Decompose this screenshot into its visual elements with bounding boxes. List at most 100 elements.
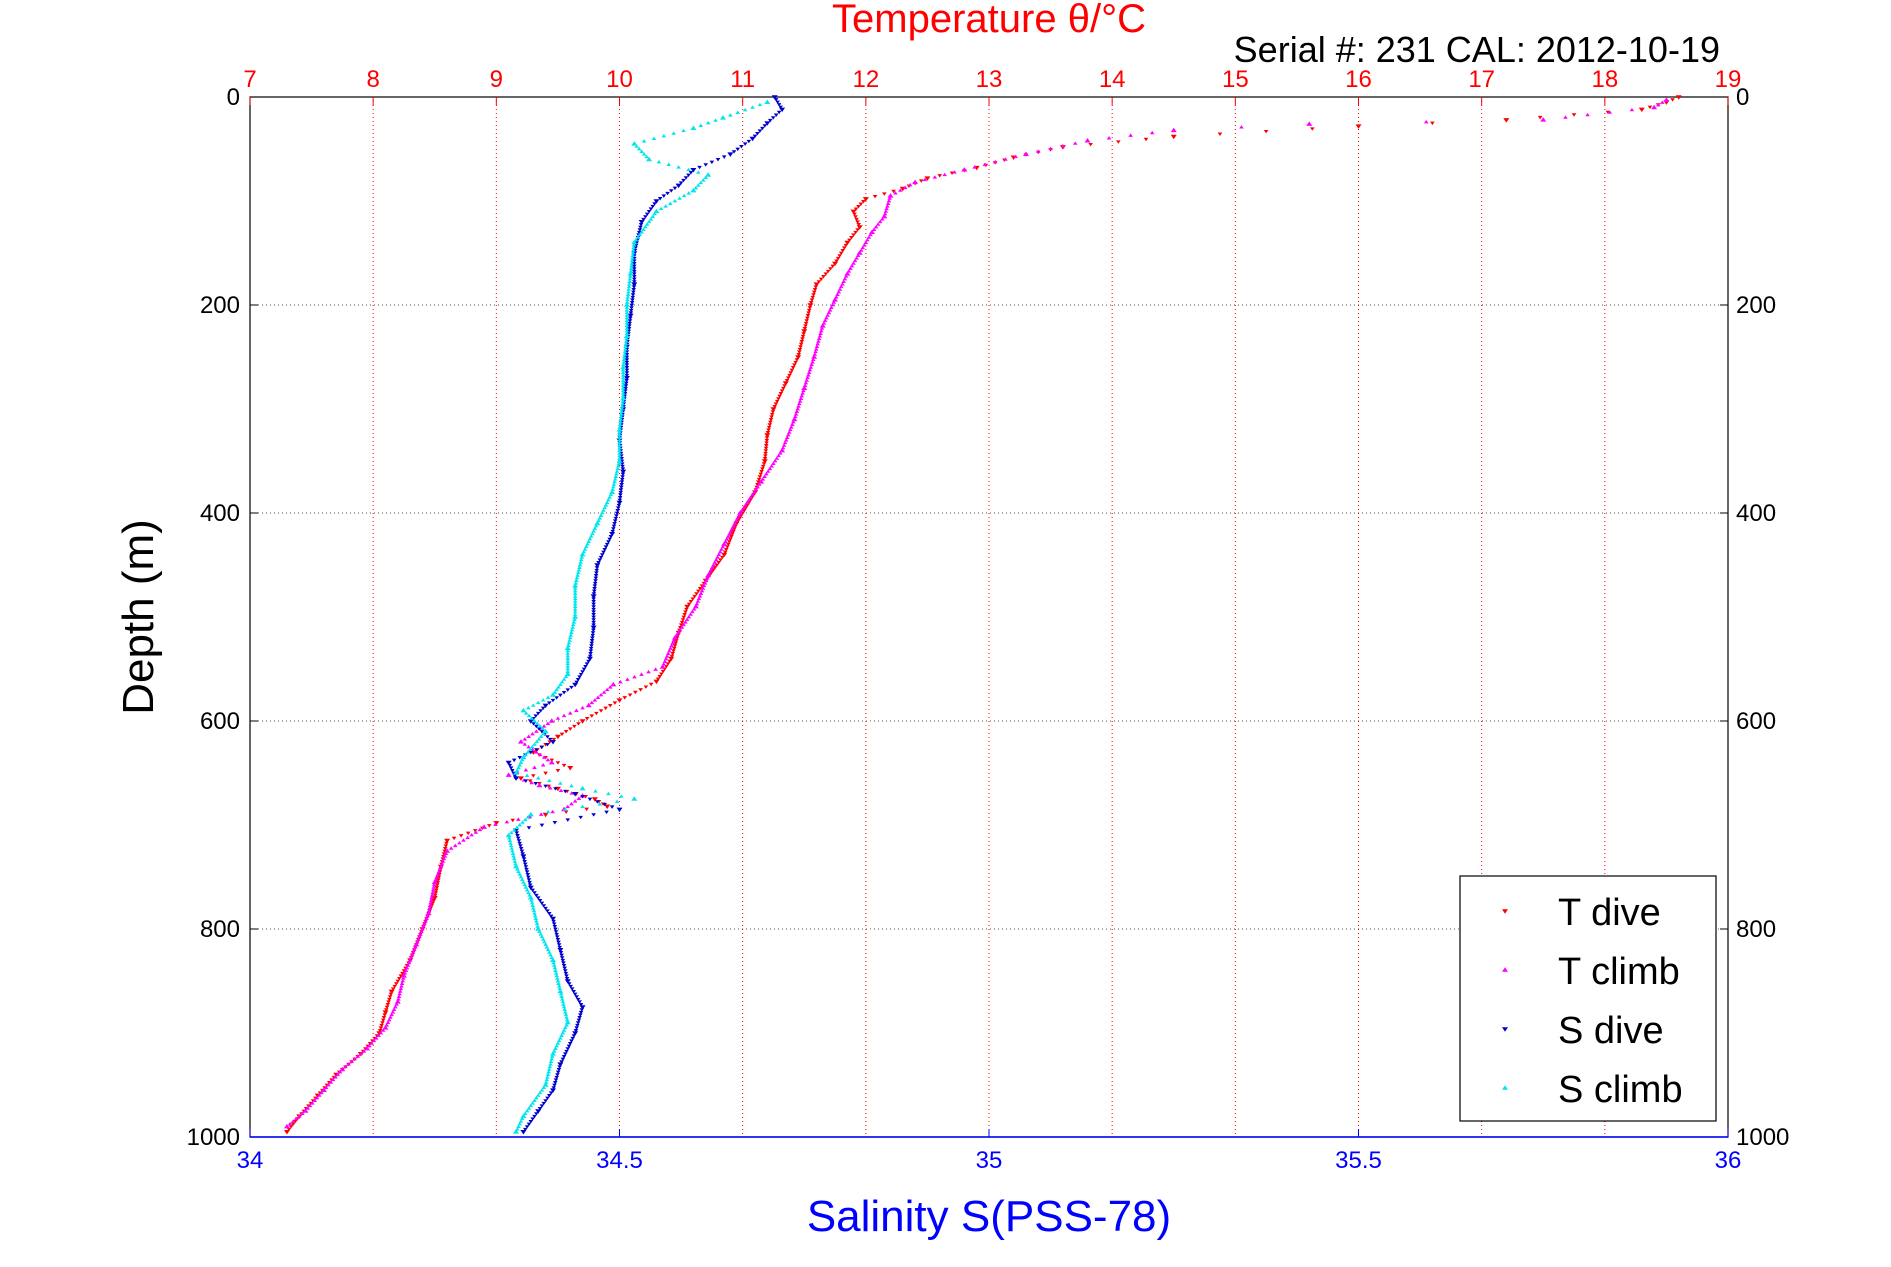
data-point (668, 189, 674, 193)
data-point (625, 677, 630, 681)
data-point (553, 927, 558, 932)
temperature-tick-label: 18 (1591, 66, 1618, 93)
data-point (696, 170, 701, 174)
data-point (551, 1086, 557, 1090)
data-point (840, 249, 846, 253)
data-point (530, 888, 535, 893)
data-point (841, 279, 846, 283)
data-point (572, 614, 579, 619)
data-point (558, 693, 563, 698)
salinity-tick-label: 36 (1715, 1147, 1742, 1174)
data-point (732, 521, 738, 525)
data-point (796, 404, 801, 408)
data-point (518, 760, 524, 764)
data-point (810, 295, 816, 300)
data-point (803, 380, 809, 385)
data-point (696, 183, 701, 187)
data-point (481, 824, 488, 829)
data-point (546, 784, 551, 789)
data-point (918, 179, 924, 183)
data-point (633, 690, 638, 695)
data-point (693, 185, 699, 190)
data-point (624, 305, 630, 309)
data-point (804, 378, 810, 382)
data-point (858, 202, 864, 206)
data-point (697, 165, 702, 170)
data-point (520, 820, 525, 824)
data-point (626, 284, 632, 289)
data-point (623, 333, 630, 338)
data-point (591, 607, 596, 612)
data-point (728, 113, 733, 117)
data-point (549, 740, 556, 745)
data-point (526, 705, 531, 710)
data-point (546, 1094, 552, 1098)
data-point (594, 563, 601, 568)
data-point (690, 168, 697, 173)
data-point (548, 718, 555, 723)
data-point (624, 310, 630, 315)
data-point (507, 838, 513, 842)
data-point (609, 532, 616, 537)
data-point (682, 613, 687, 617)
data-point (579, 551, 586, 557)
data-point (686, 614, 692, 619)
data-point (523, 711, 529, 715)
data-point (545, 1072, 551, 1076)
data-point (961, 167, 968, 172)
legend-label: T climb (1558, 951, 1680, 993)
data-point (771, 461, 776, 465)
data-point (591, 610, 596, 614)
data-point (561, 691, 567, 695)
data-point (786, 430, 792, 434)
data-point (524, 867, 529, 872)
data-point (641, 217, 646, 222)
data-point (549, 916, 556, 922)
data-point (844, 240, 851, 246)
data-point (396, 994, 402, 998)
data-point (580, 670, 585, 674)
data-point (390, 987, 396, 991)
data-point (473, 830, 479, 834)
data-point (1503, 118, 1510, 123)
data-point (631, 272, 637, 276)
data-point (767, 118, 773, 123)
data-point (748, 495, 753, 499)
data-point (565, 688, 571, 692)
data-point (513, 1129, 520, 1134)
data-point (669, 643, 674, 648)
data-point (606, 540, 611, 544)
data-point (573, 1029, 579, 1033)
data-point (760, 477, 766, 481)
data-point (627, 279, 632, 283)
data-point (516, 1124, 521, 1128)
data-point (799, 340, 805, 344)
data-point (716, 552, 722, 556)
data-point (525, 815, 531, 819)
data-point (526, 734, 531, 738)
data-point (343, 1064, 348, 1069)
data-point (572, 607, 578, 611)
data-point (635, 235, 641, 239)
data-point (572, 596, 578, 601)
data-point (538, 709, 543, 713)
data-point (749, 136, 756, 142)
data-point (388, 1015, 393, 1019)
data-point (528, 1103, 534, 1108)
data-point (631, 245, 636, 250)
data-point (465, 835, 470, 840)
data-point (616, 500, 623, 506)
data-point (404, 965, 410, 970)
data-point (556, 940, 561, 945)
data-point (556, 1068, 562, 1072)
data-point (811, 290, 817, 295)
data-point (358, 1051, 364, 1056)
data-point (617, 432, 622, 437)
data-point (510, 851, 516, 855)
data-point (787, 427, 793, 432)
data-point (537, 1090, 543, 1095)
data-point (593, 523, 599, 528)
data-point (776, 397, 781, 401)
data-point (794, 358, 800, 362)
data-point (606, 497, 611, 502)
